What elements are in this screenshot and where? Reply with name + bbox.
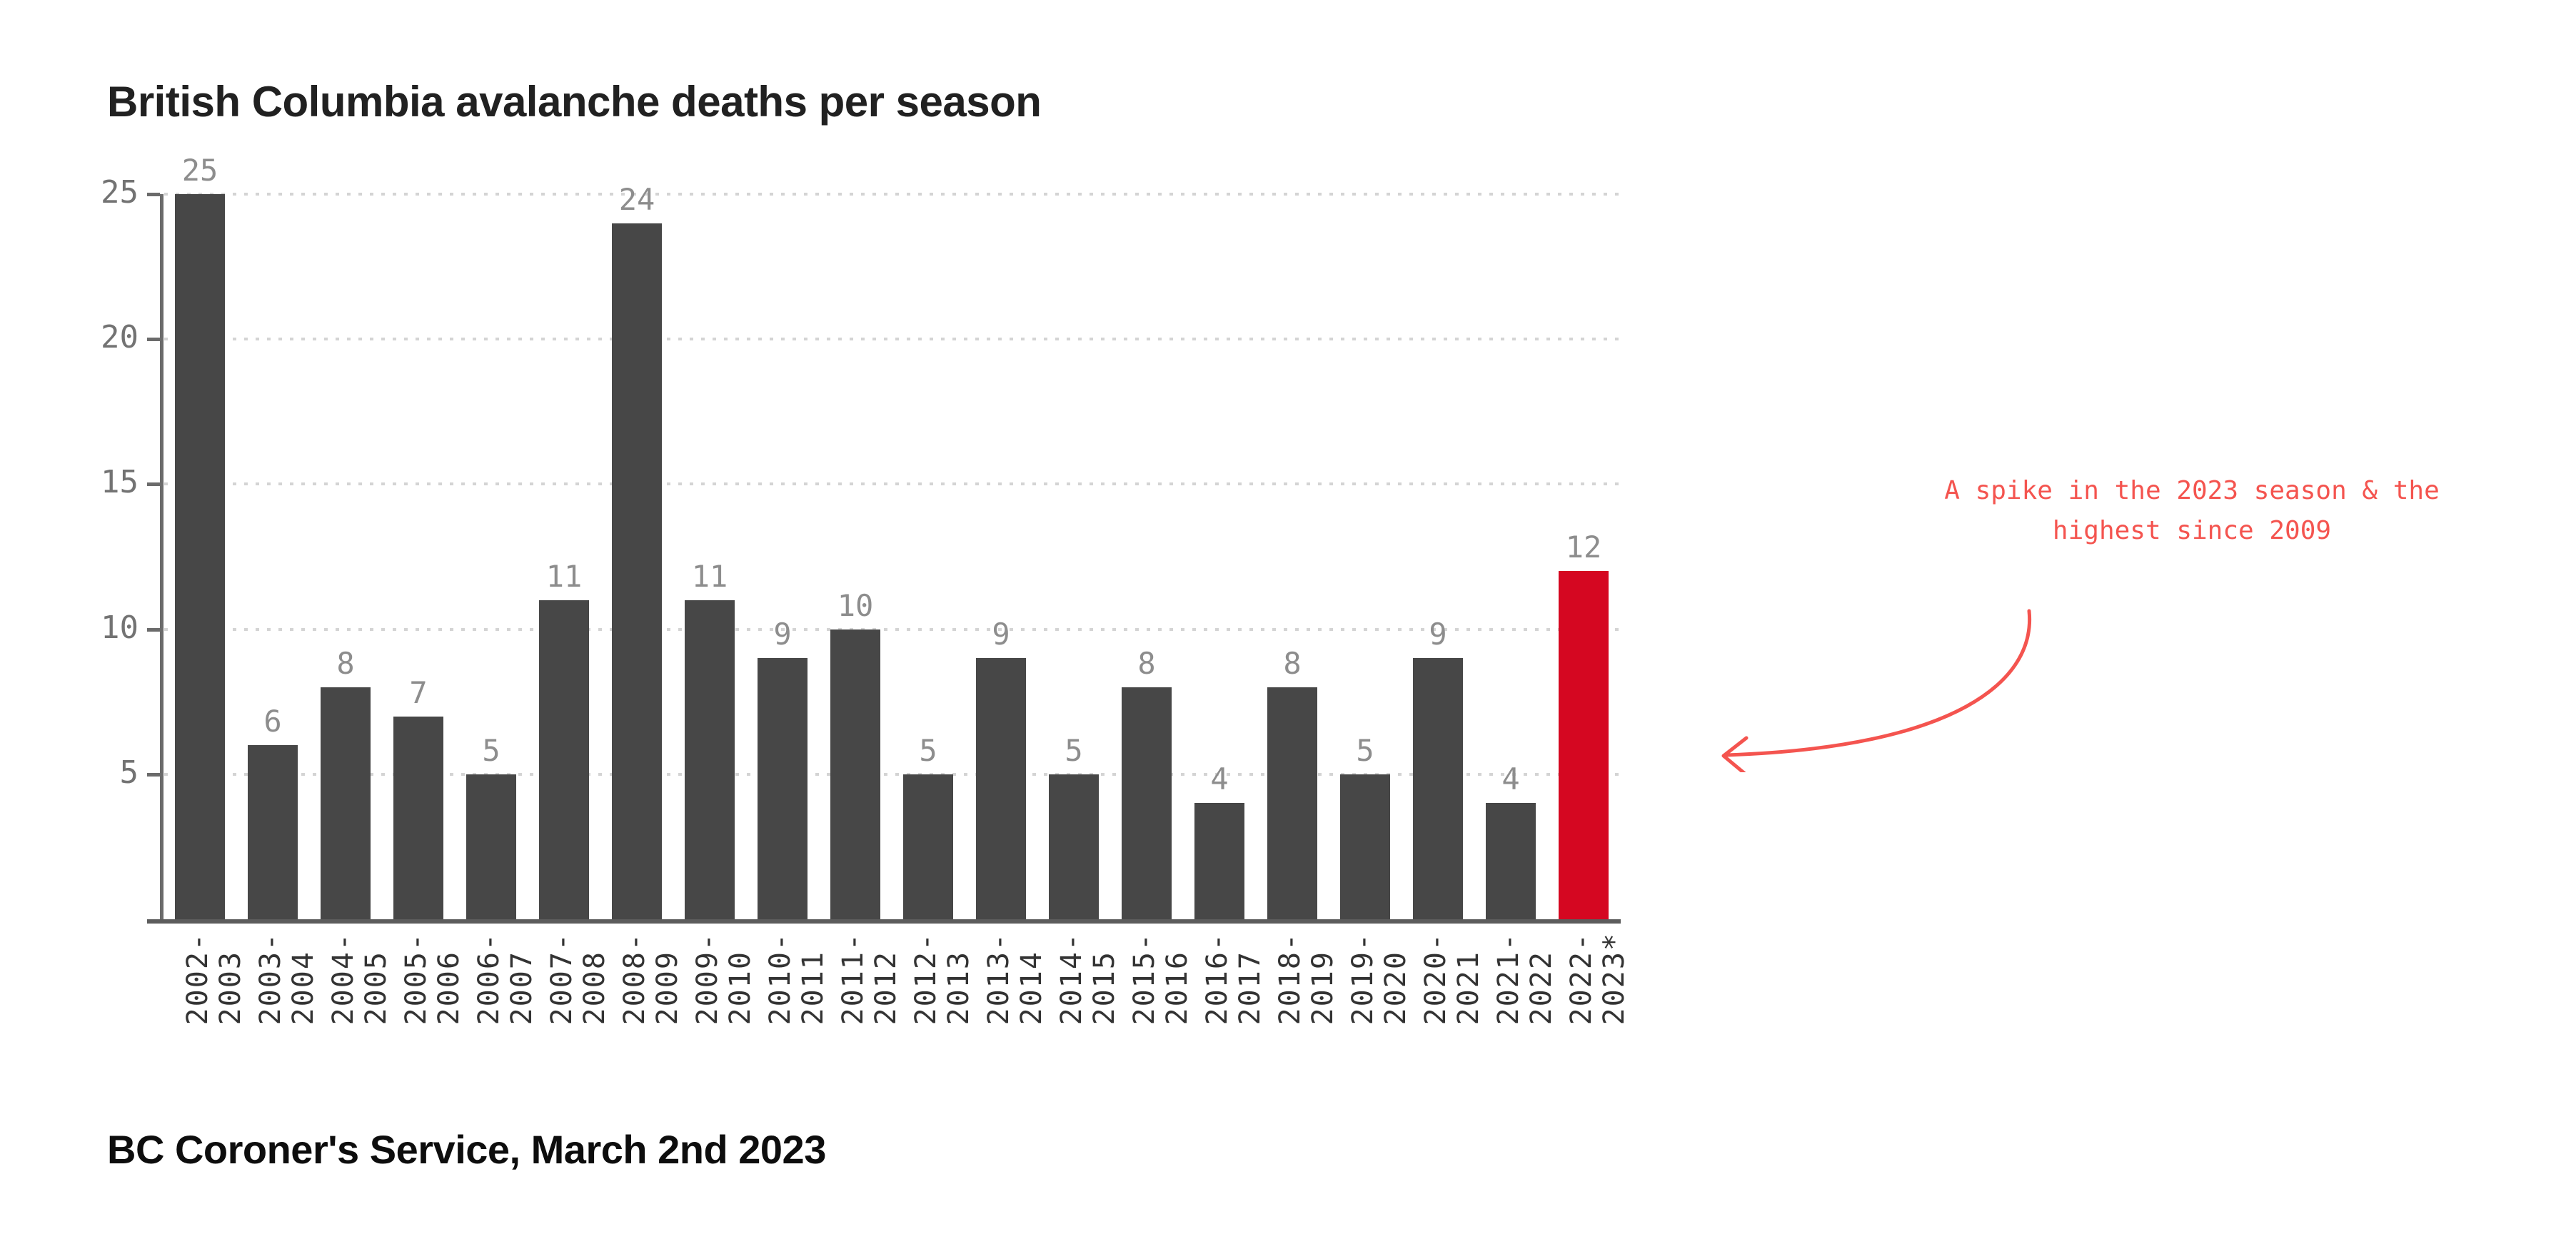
bar-value-label: 4 <box>1210 762 1229 797</box>
x-tick-label: 2021-2022 <box>1492 932 1558 1026</box>
x-tick-label: 2009-2010 <box>691 932 757 1026</box>
bar-value-label: 9 <box>992 617 1010 652</box>
bar-value-label: 6 <box>263 704 282 739</box>
bar <box>1049 774 1099 919</box>
bar <box>1194 803 1244 919</box>
y-tick-label: 15 <box>101 464 139 501</box>
x-tick-label: 2012-2013 <box>910 932 975 1026</box>
x-tick-label: 2015-2016 <box>1128 932 1194 1026</box>
bar <box>1486 803 1536 919</box>
bar-value-label: 5 <box>1356 732 1374 768</box>
bar <box>903 774 953 919</box>
bar-value-label: 11 <box>691 558 728 594</box>
bar <box>1267 687 1317 919</box>
bar <box>685 600 735 919</box>
x-tick-label: 2006-2007 <box>473 932 538 1026</box>
annotation-line-1: A spike in the 2023 season & the <box>1944 476 2440 505</box>
gridline <box>164 772 1621 776</box>
x-tick-label: 2010-2011 <box>764 932 830 1026</box>
y-tick-label: 10 <box>101 609 139 646</box>
bar <box>393 716 443 919</box>
bar <box>830 629 880 919</box>
bar <box>1413 658 1463 919</box>
chart-source: BC Coroner's Service, March 2nd 2023 <box>107 1127 826 1172</box>
y-axis-tick <box>147 193 160 196</box>
x-tick-label: 2014-2015 <box>1055 932 1121 1026</box>
bar <box>175 194 225 919</box>
x-tick-label: 2002-2003 <box>181 932 247 1026</box>
annotation-text: A spike in the 2023 season & the highest… <box>1906 471 2477 551</box>
x-tick-label: 2004-2005 <box>327 932 393 1026</box>
y-axis-tick <box>147 338 160 342</box>
bar-value-label: 9 <box>773 617 792 652</box>
bar <box>1122 687 1172 919</box>
x-tick-label: 2013-2014 <box>982 932 1048 1026</box>
annotation-line-2: highest since 2009 <box>2052 515 2332 545</box>
bar <box>248 745 298 919</box>
x-tick-label: 2011-2012 <box>837 932 902 1026</box>
bar <box>1559 571 1609 919</box>
x-tick-label: 2007-2008 <box>545 932 611 1026</box>
bar-value-label: 8 <box>336 645 355 681</box>
bar <box>1340 774 1390 919</box>
y-axis-tick <box>147 627 160 632</box>
y-tick-label: 5 <box>119 754 139 791</box>
bar-value-label: 24 <box>618 181 655 217</box>
gridline <box>164 338 1621 341</box>
gridline <box>164 627 1621 631</box>
bar-value-label: 5 <box>919 732 937 768</box>
bar <box>539 600 589 919</box>
bar-value-label: 12 <box>1565 530 1602 565</box>
x-tick-label: 2003-2004 <box>254 932 320 1026</box>
x-tick-label: 2018-2019 <box>1274 932 1339 1026</box>
x-tick-label: 2020-2021 <box>1419 932 1485 1026</box>
bar-value-label: 10 <box>837 587 874 623</box>
bar <box>321 687 371 919</box>
bar <box>976 658 1026 919</box>
curved-arrow-icon <box>1721 609 2032 772</box>
x-tick-label: 2019-2020 <box>1347 932 1412 1026</box>
chart-title: British Columbia avalanche deaths per se… <box>107 78 1042 126</box>
y-axis-tick <box>147 772 160 777</box>
bar-value-label: 5 <box>482 732 500 768</box>
bar <box>758 658 807 919</box>
y-tick-label: 25 <box>101 174 139 211</box>
x-tick-label: 2005-2006 <box>400 932 466 1026</box>
bar-value-label: 8 <box>1283 645 1302 681</box>
bar-value-label: 11 <box>545 558 583 594</box>
y-tick-label: 20 <box>101 319 139 356</box>
bar <box>612 223 662 919</box>
gridline <box>164 482 1621 486</box>
bar-value-label: 5 <box>1065 732 1083 768</box>
x-tick-label: 2022-2023* <box>1565 932 1631 1026</box>
gridline <box>164 193 1621 196</box>
y-axis-tick <box>147 482 160 487</box>
bar-value-label: 7 <box>409 674 428 710</box>
y-axis <box>160 194 163 919</box>
bar-value-label: 8 <box>1137 645 1156 681</box>
bar <box>466 774 516 919</box>
x-axis-baseline <box>147 919 1621 924</box>
x-tick-label: 2008-2009 <box>618 932 684 1026</box>
x-tick-label: 2016-2017 <box>1201 932 1267 1026</box>
bar-value-label: 25 <box>181 153 218 188</box>
bar-value-label: 9 <box>1429 617 1447 652</box>
bar-value-label: 4 <box>1501 762 1520 797</box>
